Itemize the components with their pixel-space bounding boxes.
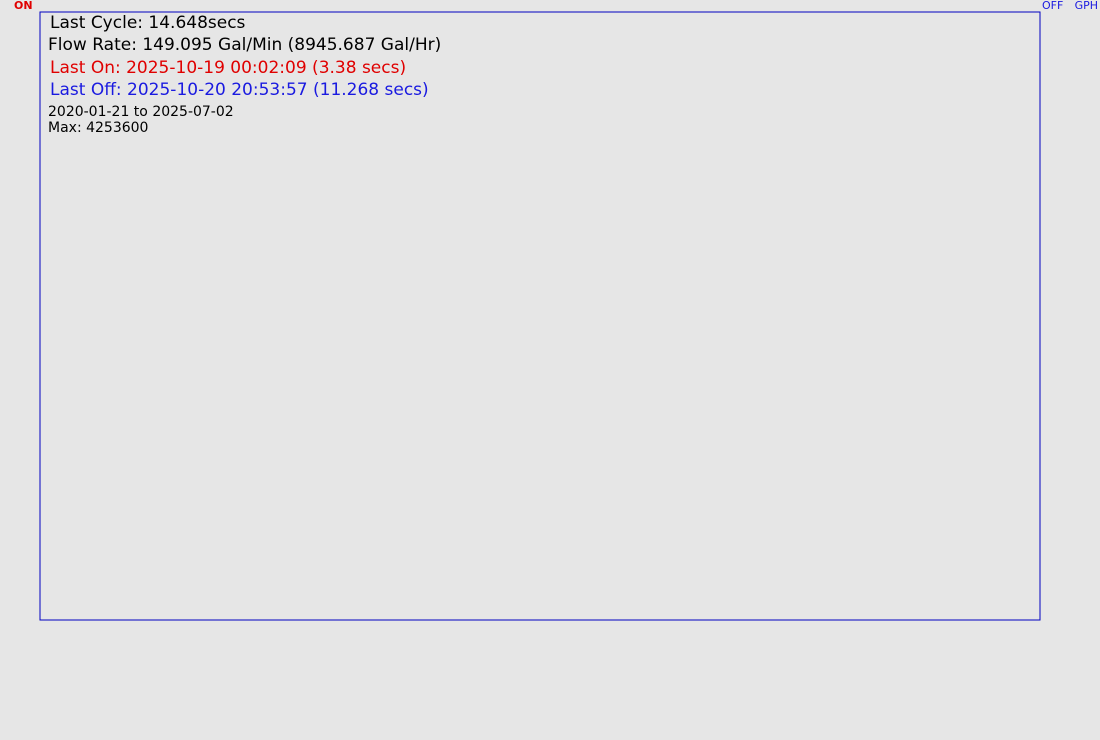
info-line: Last Cycle: 14.648secs <box>50 13 246 33</box>
info-line: Flow Rate: 149.095 Gal/Min (8945.687 Gal… <box>48 35 441 55</box>
info-line: 2020-01-21 to 2025-07-02 <box>48 104 234 120</box>
plot-area <box>39 11 1041 621</box>
y2-axis-title: OFF <box>1042 0 1063 12</box>
info-line: Last Off: 2025-10-20 20:53:57 (11.268 se… <box>50 80 429 100</box>
y-axis-title: ON <box>14 0 33 12</box>
info-line: Last On: 2025-10-19 00:02:09 (3.38 secs) <box>50 58 406 78</box>
info-line: Max: 4253600 <box>48 120 148 136</box>
gph-axis-title: GPH <box>1075 0 1098 12</box>
